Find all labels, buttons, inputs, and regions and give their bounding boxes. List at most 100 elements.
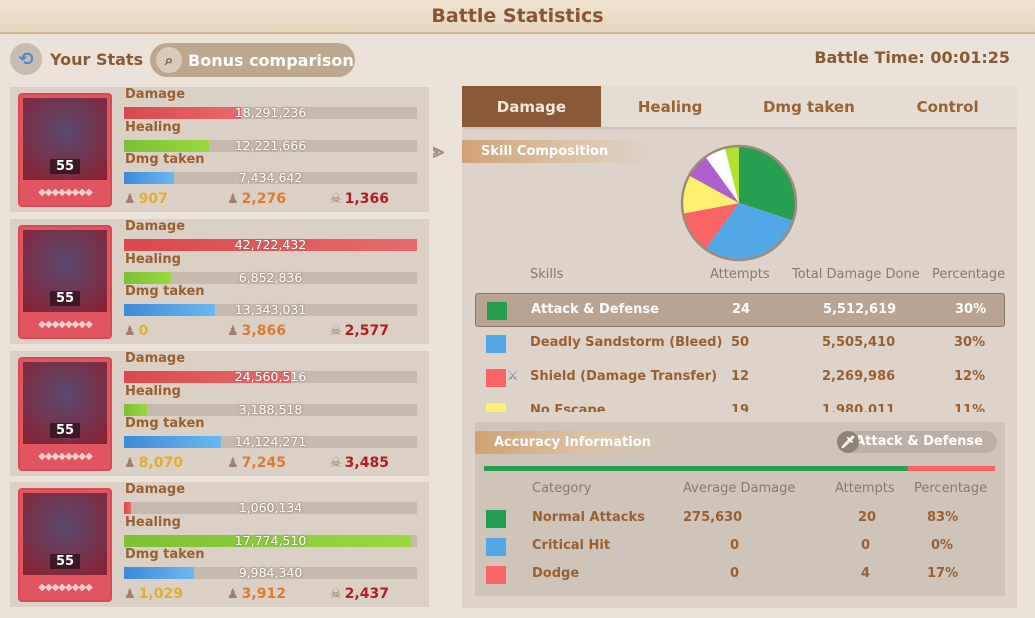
hero-card[interactable]: 55 ◆◆◆◆◆◆◆◆ Damage 1,060,134 Healing 17,774,…: [10, 482, 429, 607]
hero-portrait[interactable]: 55 ◆◆◆◆◆◆◆◆: [18, 93, 112, 207]
skill-row[interactable]: Attack & Defense 24 5,512,619 30%: [475, 293, 1005, 327]
hero-group-icon: ♟: [227, 323, 239, 339]
stat-1: ♟ 907: [124, 191, 168, 207]
dmg_taken-bar: 9,984,340: [124, 565, 417, 580]
star-rank-icons: ◆◆◆◆◆◆◆◆: [38, 582, 93, 593]
star-rank-icons: ◆◆◆◆◆◆◆◆: [38, 187, 93, 198]
pie-slice: [683, 176, 739, 214]
hero-card[interactable]: 55 ◆◆◆◆◆◆◆◆ Damage 42,722,432 Healing 6,852,…: [10, 219, 429, 344]
average-damage: 275,630: [683, 510, 743, 525]
dmg_taken-bar: 14,124,271: [124, 434, 417, 449]
healing-label: Healing: [125, 515, 181, 530]
skill-attempts: 50: [731, 335, 750, 350]
skull-icon: ☠: [330, 323, 342, 339]
damage-label: Damage: [125, 351, 186, 366]
color-swatch: [486, 335, 506, 353]
tab-healing[interactable]: Healing: [637, 98, 703, 116]
healing-value: 6,852,836: [238, 270, 303, 285]
dmg_taken-label: Dmg taken: [125, 547, 205, 562]
arrow-icon: ⪢: [433, 138, 445, 162]
accuracy-bar: [484, 466, 995, 471]
stat-1: ♟ 8,070: [124, 455, 183, 471]
accuracy-header: Percentage: [914, 481, 988, 496]
bonus-comparison-button[interactable]: ⌕ Bonus comparison: [150, 43, 355, 77]
skill-percentage: 30%: [954, 335, 986, 350]
damage-value: 18,291,236: [234, 105, 307, 120]
healing-value: 3,188,518: [238, 402, 303, 417]
stat-1: ♟ 1,029: [124, 586, 183, 602]
sword-icon: 🗡: [837, 431, 859, 453]
hero-card[interactable]: 55 ◆◆◆◆◆◆◆◆ Damage 24,560,516 Healing 3,188,…: [10, 351, 429, 476]
healing-bar: 12,221,666: [124, 138, 417, 153]
tab-dmg-taken[interactable]: Dmg taken: [762, 98, 855, 116]
color-swatch: [486, 403, 506, 412]
skill-percentage: 12%: [954, 369, 986, 384]
accuracy-header: Attempts: [835, 481, 895, 496]
hero-level: 55: [50, 554, 80, 569]
damage-label: Damage: [125, 87, 186, 102]
color-swatch: [486, 510, 506, 528]
star-rank-icons: ◆◆◆◆◆◆◆◆: [38, 319, 93, 330]
hero-card[interactable]: 55 ◆◆◆◆◆◆◆◆ Damage 18,291,236 Healing 12,221…: [10, 87, 429, 212]
battle-time: Battle Time: 00:01:25: [814, 48, 1010, 67]
color-swatch: [487, 302, 507, 320]
healing-value: 12,221,666: [234, 138, 307, 153]
category-name: Dodge: [532, 566, 580, 581]
attempts: 4: [861, 566, 871, 581]
attempts: 0: [861, 538, 871, 553]
dmg_taken-value: 9,984,340: [238, 565, 303, 580]
skill-damage: 5,512,619: [823, 302, 897, 317]
skill-attempts: 19: [731, 403, 750, 412]
dmg_taken-label: Dmg taken: [125, 284, 205, 299]
hero-portrait[interactable]: 55 ◆◆◆◆◆◆◆◆: [18, 357, 112, 471]
hero-portrait[interactable]: 55 ◆◆◆◆◆◆◆◆: [18, 225, 112, 339]
skill-row[interactable]: ⚔ Shield (Damage Transfer) 12 2,269,986 12%: [475, 361, 1005, 395]
stat-2: ♟ 7,245: [227, 455, 286, 471]
category-name: Critical Hit: [532, 538, 611, 553]
attempts: 20: [858, 510, 877, 525]
healing-label: Healing: [125, 384, 181, 399]
accuracy-header: Average Damage: [683, 481, 796, 496]
hero-level: 55: [50, 159, 80, 174]
tab-damage[interactable]: Damage: [462, 86, 601, 127]
hero-portrait[interactable]: 55 ◆◆◆◆◆◆◆◆: [18, 488, 112, 602]
skill-damage: 2,269,986: [822, 369, 896, 384]
skill-name: Shield (Damage Transfer): [530, 369, 718, 384]
skill-selector[interactable]: 🗡 Attack & Defense: [837, 431, 997, 453]
skull-icon: ☠: [330, 455, 342, 471]
pie-slice: [689, 157, 739, 203]
skill-header: Total Damage Done: [792, 267, 920, 282]
stat-3: ☠ 2,437: [330, 586, 389, 602]
skill-row[interactable]: No Escape 19 1,980,011 11%: [475, 395, 1005, 412]
dmg_taken-value: 14,124,271: [234, 434, 307, 449]
stat-1: ♟ 0: [124, 323, 149, 339]
skill-composition-heading: Skill Composition: [462, 140, 652, 163]
average-damage: 0: [730, 566, 740, 581]
tab-control[interactable]: Control: [916, 98, 979, 116]
damage-bar: 1,060,134: [124, 500, 417, 515]
skill-percentage: 11%: [954, 403, 986, 412]
dmg_taken-label: Dmg taken: [125, 152, 205, 167]
color-swatch: [486, 566, 506, 584]
star-rank-icons: ◆◆◆◆◆◆◆◆: [38, 451, 93, 462]
skill-row[interactable]: Deadly Sandstorm (Bleed) 50 5,505,410 30%: [475, 327, 1005, 361]
your-stats-button[interactable]: ⟲ Your Stats: [10, 43, 143, 75]
damage-label: Damage: [125, 219, 186, 234]
skill-damage: 5,505,410: [822, 335, 896, 350]
percentage: 17%: [927, 566, 959, 581]
detail-panel: Damage Healing Dmg taken Control Skill Comp…: [462, 86, 1017, 608]
damage-bar: 24,560,516: [124, 369, 417, 384]
hero-level: 55: [50, 291, 80, 306]
magnifier-icon: ⌕: [156, 47, 182, 73]
window-title: Battle Statistics: [0, 0, 1035, 34]
hero-silhouette-icon: ♟: [124, 191, 136, 207]
skill-name: No Escape: [530, 403, 606, 412]
selected-skill: Attack & Defense: [855, 434, 983, 449]
damage-label: Damage: [125, 482, 186, 497]
skill-attempts: 24: [732, 302, 751, 317]
accuracy-row: Dodge 0 4 17%: [475, 562, 1005, 596]
bonus-comparison-label: Bonus comparison: [188, 50, 354, 70]
stat-2: ♟ 3,912: [227, 586, 286, 602]
accuracy-row: Normal Attacks 275,630 20 83%: [475, 506, 1005, 540]
skill-header: Attempts: [710, 267, 770, 282]
